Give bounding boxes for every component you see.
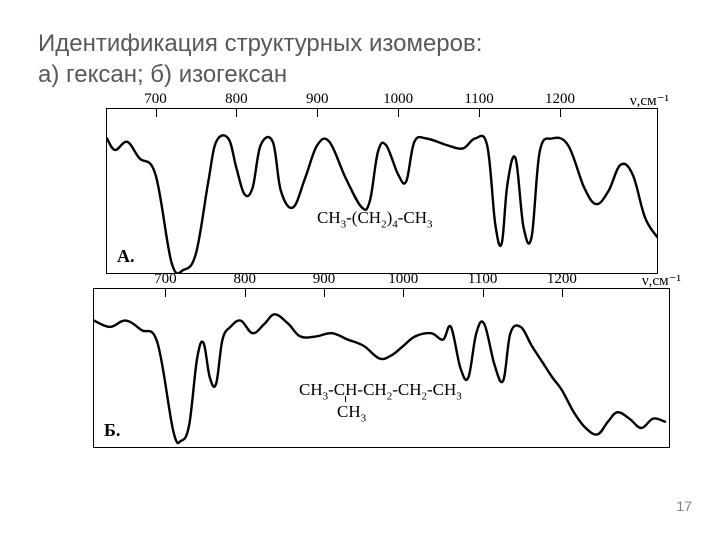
axis-tick [483, 289, 484, 297]
axis-tick-label: 800 [233, 271, 256, 288]
axis-labels-a: 700800900100011001200ν,см⁻¹ [107, 91, 657, 109]
page-number: 17 [676, 498, 692, 514]
axis-tick [560, 109, 561, 117]
axis-tick-label: 800 [225, 91, 248, 108]
spectrum-panel-b: 700800900100011001200ν,см⁻¹ CH3-CH-CH2-C… [93, 288, 670, 448]
axis-tick-label: 1100 [468, 271, 497, 288]
axis-labels-b: 700800900100011001200ν,см⁻¹ [94, 271, 669, 289]
spectrum-panel-a: 700800900100011001200ν,см⁻¹ CH3-(CH2)4-C… [106, 108, 658, 274]
axis-tick-label: 1100 [464, 91, 493, 108]
axis-tick-label: 1200 [545, 91, 575, 108]
axis-tick [165, 289, 166, 297]
axis-tick-label: 1000 [383, 91, 413, 108]
axis-tick [236, 109, 237, 117]
axis-unit: ν,см⁻¹ [642, 271, 681, 290]
axis-tick [156, 109, 157, 117]
axis-tick [403, 289, 404, 297]
panel-label-b: Б. [104, 420, 120, 441]
title-line-1: Идентификация структурных изомеров: [38, 30, 482, 57]
axis-tick [324, 289, 325, 297]
panel-label-a: А. [117, 246, 135, 267]
axis-tick [562, 289, 563, 297]
slide-title: Идентификация структурных изомеров: а) г… [38, 28, 684, 90]
slide: Идентификация структурных изомеров: а) г… [0, 0, 720, 540]
axis-tick [398, 109, 399, 117]
axis-tick [317, 109, 318, 117]
bond-line [345, 396, 346, 402]
axis-tick [479, 109, 480, 117]
axis-tick [245, 289, 246, 297]
axis-tick-label: 900 [313, 271, 336, 288]
axis-tick-label: 700 [144, 91, 167, 108]
axis-tick-label: 1200 [547, 271, 577, 288]
axis-tick-label: 1000 [388, 271, 418, 288]
formula-a: CH3-(CH2)4-CH3 [317, 209, 433, 230]
title-line-2: а) гексан; б) изогексан [38, 61, 287, 88]
axis-tick-label: 900 [306, 91, 329, 108]
formula-b: CH3-CH-CH2-CH2-CH3CH3 [299, 381, 462, 424]
axis-tick-label: 700 [154, 271, 177, 288]
spectrum-curve-a [107, 109, 657, 273]
axis-unit: ν,см⁻¹ [630, 91, 669, 110]
